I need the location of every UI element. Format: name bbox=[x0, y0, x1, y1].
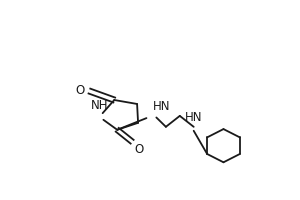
Text: HN: HN bbox=[153, 100, 170, 113]
Text: HN: HN bbox=[184, 111, 202, 124]
Text: NH: NH bbox=[91, 99, 108, 112]
Text: O: O bbox=[134, 143, 143, 156]
Text: O: O bbox=[75, 84, 85, 97]
